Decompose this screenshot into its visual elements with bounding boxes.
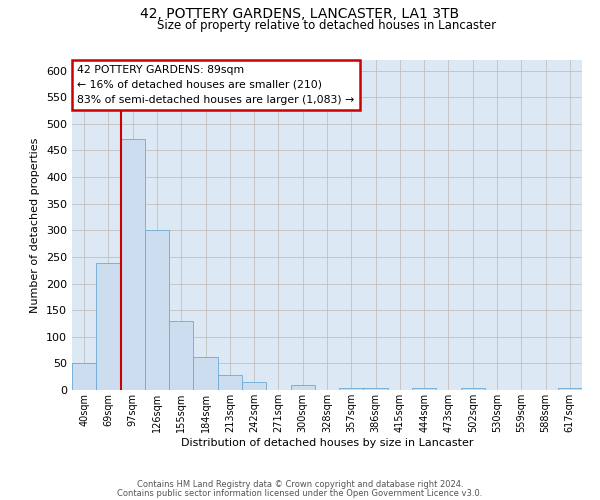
Bar bbox=[121, 139, 145, 390]
Bar bbox=[193, 357, 218, 390]
X-axis label: Distribution of detached houses by size in Lancaster: Distribution of detached houses by size … bbox=[181, 438, 473, 448]
Bar bbox=[412, 388, 436, 390]
Bar bbox=[558, 388, 582, 390]
Bar bbox=[169, 321, 193, 390]
Text: Contains HM Land Registry data © Crown copyright and database right 2024.: Contains HM Land Registry data © Crown c… bbox=[137, 480, 463, 489]
Bar bbox=[145, 230, 169, 390]
Text: 42, POTTERY GARDENS, LANCASTER, LA1 3TB: 42, POTTERY GARDENS, LANCASTER, LA1 3TB bbox=[140, 8, 460, 22]
Bar bbox=[290, 384, 315, 390]
Bar bbox=[461, 388, 485, 390]
Bar bbox=[218, 375, 242, 390]
Text: Contains public sector information licensed under the Open Government Licence v3: Contains public sector information licen… bbox=[118, 489, 482, 498]
Bar bbox=[339, 388, 364, 390]
Bar bbox=[364, 388, 388, 390]
Text: 42 POTTERY GARDENS: 89sqm
← 16% of detached houses are smaller (210)
83% of semi: 42 POTTERY GARDENS: 89sqm ← 16% of detac… bbox=[77, 65, 355, 104]
Title: Size of property relative to detached houses in Lancaster: Size of property relative to detached ho… bbox=[157, 19, 497, 32]
Bar bbox=[72, 364, 96, 390]
Bar bbox=[96, 264, 121, 390]
Y-axis label: Number of detached properties: Number of detached properties bbox=[31, 138, 40, 312]
Bar bbox=[242, 382, 266, 390]
